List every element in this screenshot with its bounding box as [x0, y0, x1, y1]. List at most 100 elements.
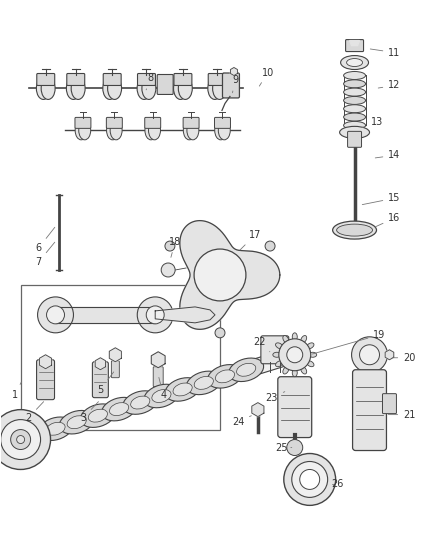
Circle shape [1, 419, 41, 459]
Ellipse shape [46, 422, 65, 435]
Ellipse shape [276, 361, 283, 367]
Ellipse shape [343, 88, 366, 96]
Polygon shape [110, 348, 121, 362]
Ellipse shape [301, 336, 307, 343]
Ellipse shape [208, 365, 242, 388]
Ellipse shape [142, 77, 156, 100]
Ellipse shape [17, 424, 52, 447]
Ellipse shape [67, 77, 80, 100]
Ellipse shape [276, 343, 283, 349]
Ellipse shape [106, 121, 119, 140]
Circle shape [46, 306, 64, 324]
Polygon shape [230, 68, 237, 76]
Polygon shape [350, 41, 360, 46]
Circle shape [265, 241, 275, 251]
Polygon shape [56, 307, 155, 323]
FancyBboxPatch shape [215, 117, 230, 128]
Ellipse shape [332, 221, 377, 239]
Circle shape [287, 347, 303, 363]
Text: 16: 16 [375, 213, 401, 227]
Ellipse shape [283, 367, 289, 374]
Circle shape [165, 241, 175, 251]
FancyBboxPatch shape [353, 370, 386, 450]
Ellipse shape [343, 80, 366, 88]
FancyBboxPatch shape [157, 75, 173, 94]
FancyBboxPatch shape [183, 117, 199, 128]
FancyBboxPatch shape [382, 394, 396, 414]
Ellipse shape [208, 77, 222, 100]
FancyBboxPatch shape [37, 360, 54, 400]
Ellipse shape [283, 336, 289, 343]
Ellipse shape [292, 333, 297, 341]
Text: 5: 5 [97, 372, 114, 394]
Circle shape [194, 249, 246, 301]
Text: 18: 18 [169, 237, 181, 257]
Ellipse shape [343, 122, 366, 130]
Text: 15: 15 [362, 193, 401, 205]
FancyBboxPatch shape [75, 117, 91, 128]
Ellipse shape [341, 55, 368, 69]
Circle shape [292, 462, 328, 497]
Ellipse shape [41, 77, 55, 100]
Text: 17: 17 [240, 230, 261, 250]
Circle shape [360, 345, 379, 365]
Ellipse shape [343, 71, 366, 79]
Text: 13: 13 [362, 117, 384, 127]
Polygon shape [95, 358, 106, 370]
Ellipse shape [346, 59, 363, 67]
Text: 2: 2 [25, 402, 44, 423]
Ellipse shape [81, 404, 115, 427]
Ellipse shape [301, 367, 307, 374]
Ellipse shape [103, 77, 117, 100]
Ellipse shape [292, 369, 297, 377]
Text: 25: 25 [276, 442, 292, 453]
FancyBboxPatch shape [92, 362, 108, 398]
Text: 14: 14 [375, 150, 401, 160]
Text: 19: 19 [312, 330, 385, 354]
Bar [21, 285, 220, 430]
FancyBboxPatch shape [174, 74, 192, 85]
Polygon shape [151, 352, 165, 368]
Polygon shape [252, 402, 264, 417]
Ellipse shape [38, 417, 73, 440]
Circle shape [0, 410, 50, 470]
Circle shape [17, 435, 25, 443]
Ellipse shape [148, 121, 160, 140]
Ellipse shape [108, 77, 122, 100]
Ellipse shape [215, 121, 227, 140]
Circle shape [11, 430, 31, 449]
Text: 24: 24 [232, 416, 251, 426]
Text: 26: 26 [332, 479, 344, 489]
Ellipse shape [88, 409, 107, 422]
Circle shape [279, 339, 311, 371]
Ellipse shape [309, 352, 317, 357]
Circle shape [287, 440, 303, 456]
FancyBboxPatch shape [138, 74, 155, 85]
Text: 10: 10 [259, 68, 274, 86]
Ellipse shape [79, 121, 91, 140]
Ellipse shape [229, 358, 264, 382]
Ellipse shape [339, 126, 370, 139]
Ellipse shape [218, 121, 230, 140]
Ellipse shape [152, 390, 171, 402]
Ellipse shape [145, 121, 157, 140]
Ellipse shape [173, 383, 192, 396]
Ellipse shape [343, 105, 366, 113]
Text: 6: 6 [35, 227, 55, 253]
Ellipse shape [194, 376, 213, 390]
FancyBboxPatch shape [37, 74, 55, 85]
Ellipse shape [71, 77, 85, 100]
Text: 8: 8 [146, 74, 153, 90]
FancyBboxPatch shape [106, 117, 122, 128]
FancyBboxPatch shape [153, 367, 163, 386]
Ellipse shape [59, 410, 94, 434]
Circle shape [38, 297, 74, 333]
Ellipse shape [137, 77, 151, 100]
Text: 21: 21 [388, 410, 416, 419]
Ellipse shape [110, 402, 129, 416]
Ellipse shape [307, 361, 314, 367]
FancyBboxPatch shape [223, 73, 240, 98]
FancyBboxPatch shape [67, 74, 85, 85]
Ellipse shape [178, 77, 192, 100]
Ellipse shape [75, 121, 87, 140]
